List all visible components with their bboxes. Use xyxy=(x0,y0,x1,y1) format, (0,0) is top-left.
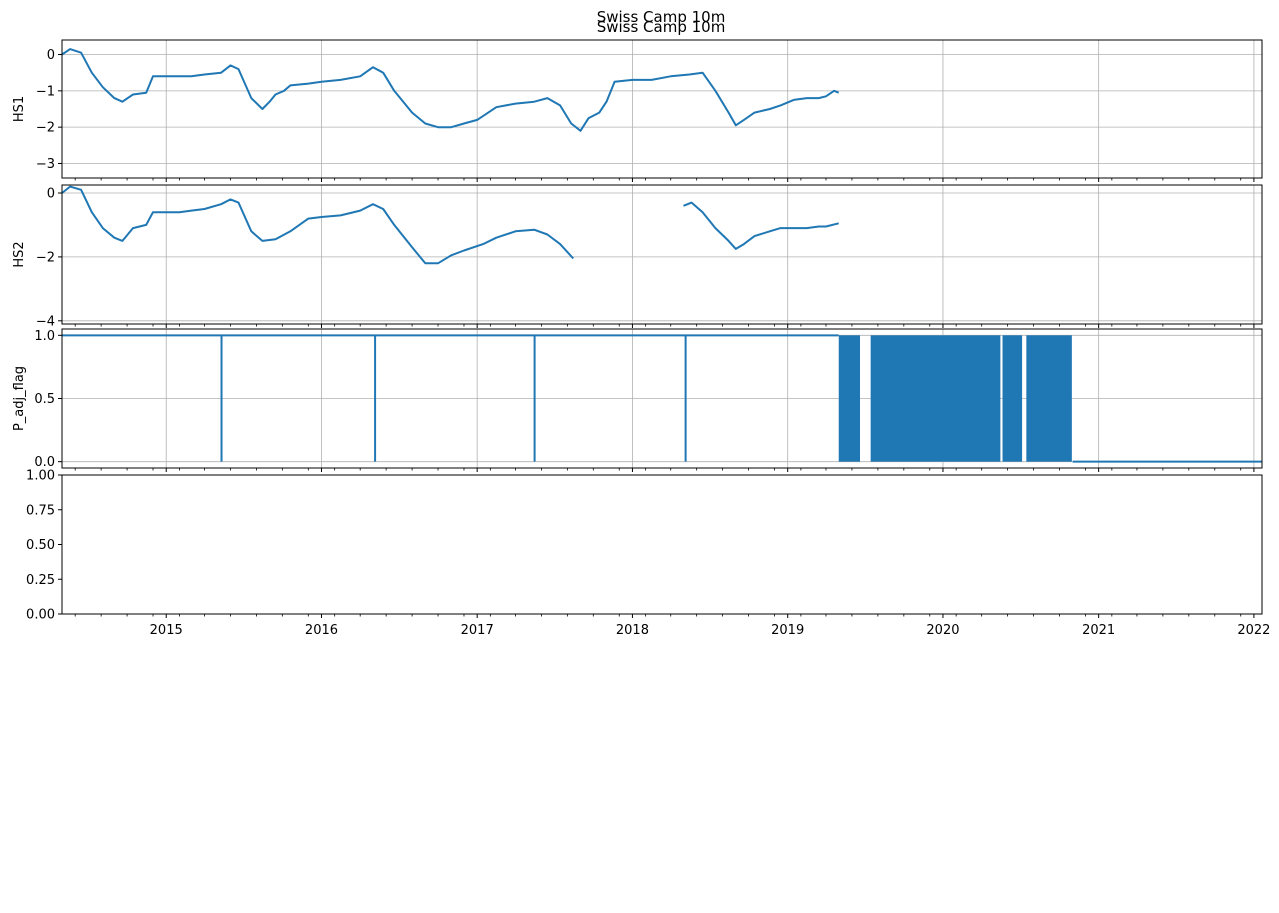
subplot-4: 1.00 0.75 0.50 0.25 0.00 2015 2016 2017 2018 2019… xyxy=(26,469,1270,639)
subplot-1: 0 −1 −2 −3 HS1 xyxy=(12,39,1263,182)
y-tick-label: 0.75 xyxy=(26,503,55,518)
y-tick-label: −2 xyxy=(36,121,55,136)
series-line xyxy=(62,48,840,132)
x-tick-label: 2018 xyxy=(616,623,649,638)
y-tick-label: 0.50 xyxy=(26,538,55,553)
plot-area xyxy=(62,334,1262,463)
x-tick-label: 2020 xyxy=(926,623,959,638)
y-tick-label: 0 xyxy=(47,48,55,63)
y-tick-label: −4 xyxy=(36,314,55,329)
axes-frame xyxy=(61,39,1263,179)
axes-frame xyxy=(61,474,1263,615)
y-tick-label: 1.0 xyxy=(34,329,55,344)
chart-title-duplicate: Swiss Camp 10m xyxy=(597,18,726,36)
y-tick-label: 0.0 xyxy=(34,455,55,470)
y-tick-label: 0 xyxy=(47,186,55,201)
chart-title: Swiss Camp 10m xyxy=(597,8,726,26)
flag-toggle-block xyxy=(1002,335,1023,462)
y-tick-label: 1.00 xyxy=(26,469,55,484)
plot-area xyxy=(62,48,840,132)
axes-container: 0−1−2−3HS10−2−4HS21.00.50.0P_adj_flag1.0… xyxy=(12,39,1270,639)
x-tick-label: 2022 xyxy=(1237,623,1270,638)
y-axis-label: P_adj_flag xyxy=(12,366,27,431)
series-line xyxy=(62,185,839,265)
y-tick-label: −1 xyxy=(36,84,55,99)
flag-toggle-block xyxy=(1026,335,1072,462)
x-tick-label: 2015 xyxy=(150,623,183,638)
y-tick-label: 0.25 xyxy=(26,573,55,588)
x-tick-label: 2021 xyxy=(1082,623,1115,638)
x-tick-label: 2017 xyxy=(461,623,494,638)
x-tick-label: 2016 xyxy=(305,623,338,638)
y-tick-label: 0.00 xyxy=(26,608,55,623)
y-axis-label: HS1 xyxy=(12,96,27,122)
flag-toggle-block xyxy=(838,335,861,462)
y-tick-label: 0.5 xyxy=(34,392,55,407)
y-tick-label: −2 xyxy=(36,250,55,265)
x-tick-label: 2019 xyxy=(771,623,804,638)
flag-toggle-block xyxy=(870,335,1001,462)
subplot-2: 0 −2 −4 HS2 xyxy=(12,184,1263,329)
y-tick-label: −3 xyxy=(36,157,55,172)
y-axis-label: HS2 xyxy=(12,241,27,267)
plot-area xyxy=(62,185,839,265)
axes-frame xyxy=(61,184,1263,325)
subplot-3: 1.0 0.5 0.0 P_adj_flag xyxy=(12,328,1263,472)
